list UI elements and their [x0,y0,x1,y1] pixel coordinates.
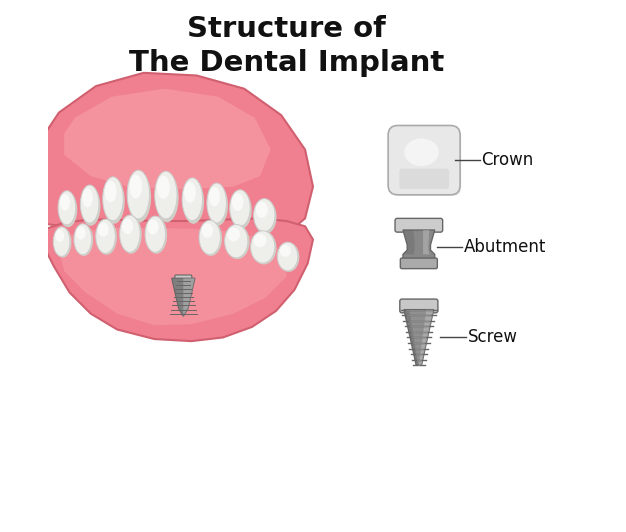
Ellipse shape [200,220,222,256]
Ellipse shape [98,222,109,237]
FancyBboxPatch shape [399,169,449,189]
Ellipse shape [199,220,220,255]
Ellipse shape [74,224,93,256]
Text: Structure of: Structure of [187,14,386,43]
Ellipse shape [155,173,178,222]
Ellipse shape [58,191,76,225]
Polygon shape [404,310,418,365]
Ellipse shape [103,179,125,224]
Ellipse shape [60,194,70,211]
Ellipse shape [146,217,167,254]
Ellipse shape [184,182,196,203]
FancyBboxPatch shape [393,130,461,196]
Ellipse shape [183,179,204,224]
FancyBboxPatch shape [400,299,438,313]
Ellipse shape [182,178,203,221]
Polygon shape [172,278,195,317]
Ellipse shape [76,227,86,239]
Ellipse shape [81,187,100,226]
Ellipse shape [225,225,250,259]
Ellipse shape [225,225,248,258]
Polygon shape [59,228,287,325]
Text: Abutment: Abutment [464,238,546,256]
FancyBboxPatch shape [388,126,460,195]
Ellipse shape [254,198,275,232]
Ellipse shape [120,215,140,252]
Ellipse shape [59,192,77,227]
Ellipse shape [74,224,91,255]
Ellipse shape [277,242,298,271]
Text: Crown: Crown [481,151,533,169]
Ellipse shape [82,189,93,207]
Ellipse shape [127,170,150,219]
Ellipse shape [404,138,439,166]
Ellipse shape [96,219,115,254]
Ellipse shape [54,227,71,257]
Polygon shape [64,89,270,189]
Ellipse shape [202,223,213,238]
Ellipse shape [103,177,123,221]
Polygon shape [404,310,434,365]
Ellipse shape [128,172,151,222]
Ellipse shape [254,234,267,247]
Polygon shape [33,73,313,244]
Ellipse shape [122,219,133,234]
Ellipse shape [105,181,116,202]
Ellipse shape [230,191,252,229]
Polygon shape [423,230,429,254]
Ellipse shape [250,231,275,263]
Ellipse shape [147,219,158,235]
Ellipse shape [130,174,142,198]
Ellipse shape [80,185,99,223]
FancyBboxPatch shape [400,258,438,269]
Ellipse shape [155,171,177,219]
Ellipse shape [53,227,70,256]
Ellipse shape [232,193,244,211]
Text: The Dental Implant: The Dental Implant [129,49,444,77]
Polygon shape [172,278,183,317]
Ellipse shape [280,245,291,257]
Polygon shape [419,310,434,365]
Polygon shape [183,278,195,317]
FancyBboxPatch shape [395,218,443,232]
Ellipse shape [96,219,117,255]
Ellipse shape [207,185,228,226]
Ellipse shape [145,216,165,252]
Polygon shape [403,230,414,254]
Ellipse shape [278,243,299,272]
Ellipse shape [209,187,220,206]
Ellipse shape [227,227,240,242]
Polygon shape [403,230,434,261]
Ellipse shape [120,215,141,254]
Ellipse shape [207,183,227,223]
FancyBboxPatch shape [175,275,192,284]
Ellipse shape [157,176,170,199]
Text: Screw: Screw [468,328,518,346]
Polygon shape [41,218,313,341]
Ellipse shape [55,229,64,242]
Ellipse shape [254,200,277,234]
Ellipse shape [256,202,268,218]
Ellipse shape [230,190,250,226]
Ellipse shape [251,231,277,264]
